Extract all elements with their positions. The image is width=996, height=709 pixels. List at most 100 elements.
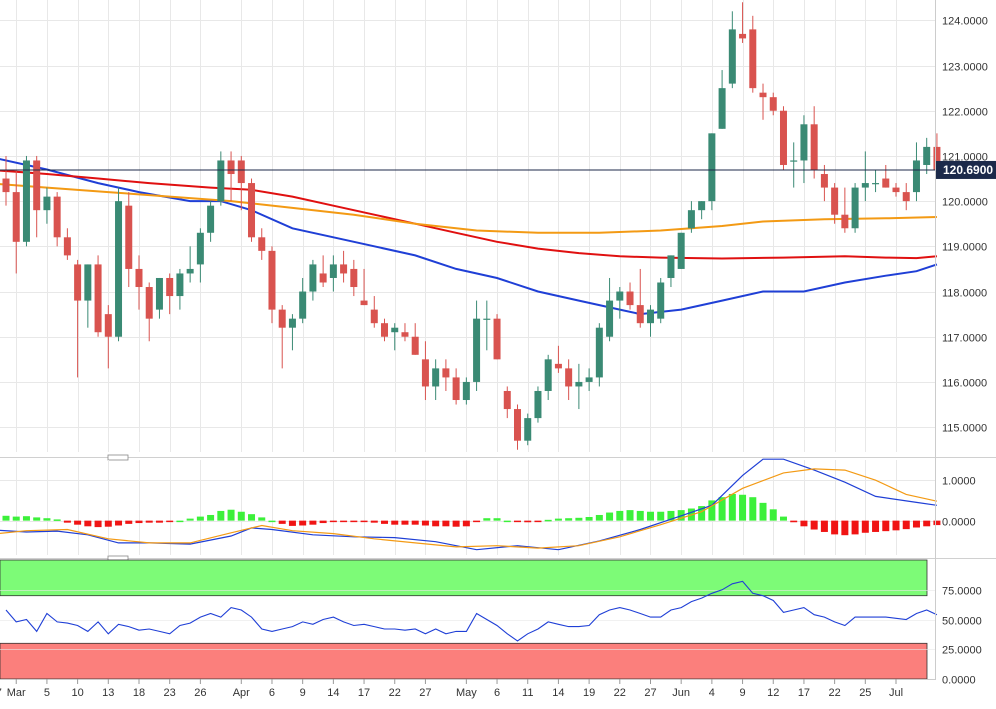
candle-body xyxy=(288,318,296,328)
histogram-bar xyxy=(176,520,184,523)
time-tick-label: 17 xyxy=(358,687,370,699)
candle xyxy=(125,192,133,288)
candle xyxy=(94,255,102,337)
moving-average-line-3 xyxy=(0,183,937,234)
histogram-bar xyxy=(145,520,153,523)
candle-body xyxy=(667,255,675,278)
time-axis-labels: 27 Mar 5 10 13 18 23 26 Apr 6 9 14 17 22 27 May 6 11 14 19 2… xyxy=(0,679,903,699)
histogram-bar xyxy=(381,520,389,524)
candle-body xyxy=(646,309,654,324)
histogram-bar xyxy=(800,520,808,527)
histogram-bar xyxy=(319,520,327,524)
histogram-bar xyxy=(217,510,225,521)
histogram-bar xyxy=(421,520,429,526)
indicator-2-tick-label: 0.0000 xyxy=(942,675,976,687)
histogram-bar xyxy=(350,520,358,523)
indicator-1-panel: 1.0000 0.0000 xyxy=(0,454,996,555)
candle-body xyxy=(278,309,286,328)
candle-body xyxy=(207,205,215,233)
candle xyxy=(677,232,685,269)
candle-body xyxy=(166,277,174,297)
histogram-bar xyxy=(155,520,163,523)
overbought-band xyxy=(0,559,928,597)
candle-body xyxy=(800,124,808,161)
candle-body xyxy=(125,205,133,269)
histogram-bar xyxy=(33,517,41,521)
candle-body xyxy=(544,359,552,391)
candle-body xyxy=(872,183,880,185)
indicator-2-axis: 75.0000 50.0000 25.0000 0.0000 xyxy=(942,586,982,687)
price-tick-label: 119.0000 xyxy=(942,242,987,254)
time-tick-label: 22 xyxy=(614,687,626,699)
candle-body xyxy=(698,201,706,211)
histogram-bar xyxy=(432,520,440,527)
time-tick-label: Jul xyxy=(889,687,903,699)
histogram-bar xyxy=(12,516,20,521)
candle xyxy=(53,192,61,247)
candle-body xyxy=(411,336,419,355)
histogram-bar xyxy=(831,520,839,535)
moving-average-line-1 xyxy=(0,158,938,316)
candle xyxy=(432,359,440,401)
candle-body xyxy=(739,33,747,39)
histogram-bar xyxy=(810,520,818,530)
time-tick-label: 26 xyxy=(194,687,206,699)
candle xyxy=(2,155,10,206)
candle xyxy=(728,11,736,89)
histogram-bar xyxy=(616,510,624,521)
candle-body xyxy=(790,160,798,162)
candle xyxy=(248,178,256,242)
panel-resize-handle[interactable] xyxy=(107,454,129,461)
candle xyxy=(585,368,593,391)
candle xyxy=(861,151,869,202)
candle xyxy=(565,359,573,401)
histogram-bar xyxy=(391,520,399,525)
price-axis: 124.0000 123.0000 122.0000 121.0000 120.0000… xyxy=(942,16,988,435)
candle xyxy=(381,318,389,342)
histogram-bar xyxy=(258,517,266,521)
time-tick-label: 27 xyxy=(644,687,656,699)
histogram-bar xyxy=(646,511,654,521)
histogram-bar xyxy=(514,520,521,523)
histogram-bar xyxy=(43,518,51,521)
price-tick-label: 118.0000 xyxy=(942,288,987,300)
candle xyxy=(831,183,839,224)
indicator-1-tick-label: 0.0000 xyxy=(942,517,976,529)
candle-body xyxy=(718,88,726,129)
candle xyxy=(442,359,450,391)
candle-body xyxy=(360,300,368,306)
candle-body xyxy=(319,273,327,283)
candle-body xyxy=(749,29,757,89)
time-tick-label: 6 xyxy=(269,687,275,699)
histogram-bar xyxy=(554,518,562,521)
histogram-bar xyxy=(94,520,102,528)
candle xyxy=(902,183,910,211)
histogram-bar xyxy=(902,520,910,530)
time-tick-label: Apr xyxy=(233,687,250,699)
candle-body xyxy=(687,210,695,229)
candle xyxy=(595,323,603,387)
candle xyxy=(288,314,296,351)
time-tick-label: Jun xyxy=(672,687,690,699)
indicator-1-line-2 xyxy=(0,468,938,549)
candle-body xyxy=(309,264,317,292)
time-tick-label: 14 xyxy=(552,687,564,699)
candle xyxy=(319,255,327,288)
candle-body xyxy=(841,214,849,229)
time-tick-label: 25 xyxy=(859,687,871,699)
price-panel: 124.0000 123.0000 122.0000 121.0000 120.0000… xyxy=(0,0,996,452)
candle xyxy=(391,323,399,351)
candle-body xyxy=(810,124,818,170)
indicator-1-line-1 xyxy=(0,458,937,551)
indicator-2-tick-label: 50.0000 xyxy=(942,616,982,628)
histogram-bar xyxy=(186,518,194,521)
candle-body xyxy=(299,291,307,319)
histogram-bar xyxy=(493,518,501,521)
histogram-bar xyxy=(841,520,849,536)
time-tick-label: 18 xyxy=(133,687,145,699)
time-tick-label: 22 xyxy=(829,687,841,699)
histogram-bar xyxy=(595,514,603,521)
candle xyxy=(606,277,614,342)
candle xyxy=(483,300,491,351)
